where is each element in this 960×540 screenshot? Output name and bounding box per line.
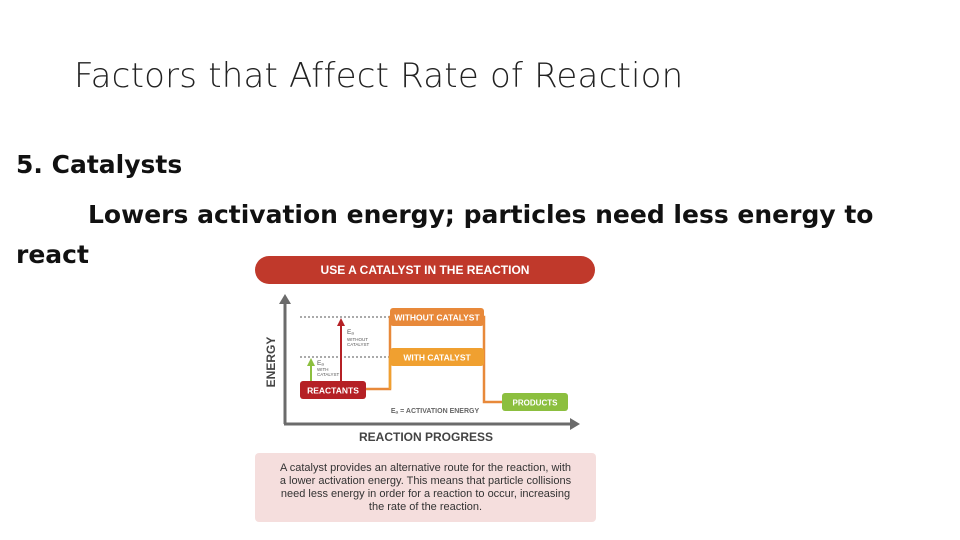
slide-title: Factors that Affect Rate of Reaction [74,56,684,96]
body-text-line-2: react [16,240,89,269]
y-axis-arrow [279,294,291,304]
ea-without-catalyst-arrowhead [337,318,345,326]
ea-legend: Eₐ = ACTIVATION ENERGY [391,408,480,415]
ea-with-label-line-2: CATALYST [317,372,340,377]
reactants-label-box [300,381,366,399]
y-axis-label: ENERGY [264,337,278,388]
body-text-line-1: Lowers activation energy; particles need… [88,200,874,229]
ea-without-label-line-2: CATALYST [347,342,370,347]
x-axis-label: REACTION PROGRESS [359,430,493,444]
with-catalyst-label-box [390,348,484,366]
ea-without-symbol: Eₐ [347,329,354,336]
ea-without-label-line-1: WITHOUT [347,337,368,342]
diagram-banner-text: USE A CATALYST IN THE REACTION [321,263,530,277]
caption-text: A catalyst provides an alternative route… [279,461,572,513]
diagram-banner [255,256,595,284]
with-catalyst-label: WITH CATALYST [403,353,471,363]
products-label-box [502,393,568,411]
x-axis-arrow [570,418,580,430]
caption-box: A catalyst provides an alternative route… [255,453,596,522]
ea-with-label-line-1: WITH [317,367,329,372]
reactants-label: REACTANTS [307,386,359,396]
section-heading: 5. Catalysts [16,150,183,179]
energy-diagram: USE A CATALYST IN THE REACTION ENERGY RE… [255,256,595,444]
ea-with-catalyst-arrowhead [307,358,315,366]
without-catalyst-label: WITHOUT CATALYST [394,313,480,323]
products-label: PRODUCTS [513,399,559,408]
ea-with-symbol: Eₐ [317,360,324,367]
without-catalyst-label-box [390,308,484,326]
